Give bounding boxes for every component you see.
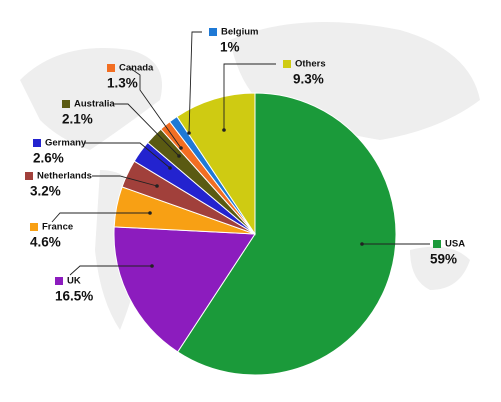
legend-swatch — [62, 100, 70, 108]
leader-line — [92, 175, 158, 187]
value-label: 59% — [430, 252, 457, 267]
category-label: USA — [445, 239, 465, 250]
value-label: 1.3% — [107, 76, 138, 91]
category-label: Netherlands — [37, 171, 92, 182]
leader-dot — [148, 211, 152, 215]
leader-line — [114, 103, 180, 157]
leader-dot — [177, 154, 181, 158]
pie-slice — [176, 92, 397, 376]
legend-swatch — [209, 28, 217, 36]
category-label: Australia — [74, 99, 115, 110]
leader-dot — [168, 166, 172, 170]
legend-swatch — [283, 60, 291, 68]
leader-dot — [150, 264, 154, 268]
leader-dot — [179, 146, 183, 150]
value-label: 3.2% — [30, 184, 61, 199]
category-label: France — [42, 222, 73, 233]
leader-line — [129, 67, 182, 149]
category-label: UK — [67, 276, 81, 287]
leader-dot — [360, 242, 364, 246]
category-label: Others — [295, 59, 326, 70]
value-label: 9.3% — [293, 72, 324, 87]
legend-swatch — [25, 172, 33, 180]
legend-swatch — [55, 277, 63, 285]
category-label: Belgium — [221, 27, 258, 38]
value-label: 16.5% — [55, 289, 93, 304]
value-label: 4.6% — [30, 235, 61, 250]
category-label: Canada — [119, 63, 154, 74]
legend-swatch — [107, 64, 115, 72]
legend-swatch — [433, 240, 441, 248]
leader-dot — [187, 131, 191, 135]
leader-line — [223, 63, 276, 130]
leader-line — [51, 212, 150, 223]
pie-slice — [176, 92, 256, 236]
value-label: 1% — [220, 40, 240, 55]
value-label: 2.1% — [62, 112, 93, 127]
pie-slice — [113, 226, 256, 353]
leader-line — [69, 265, 152, 276]
leader-dot — [155, 184, 159, 188]
legend-swatch — [33, 139, 41, 147]
category-label: Germany — [45, 138, 87, 149]
leader-line — [188, 31, 202, 134]
value-label: 2.6% — [33, 151, 64, 166]
legend-swatch — [30, 223, 38, 231]
leader-dot — [222, 128, 226, 132]
leader-line — [84, 142, 171, 169]
